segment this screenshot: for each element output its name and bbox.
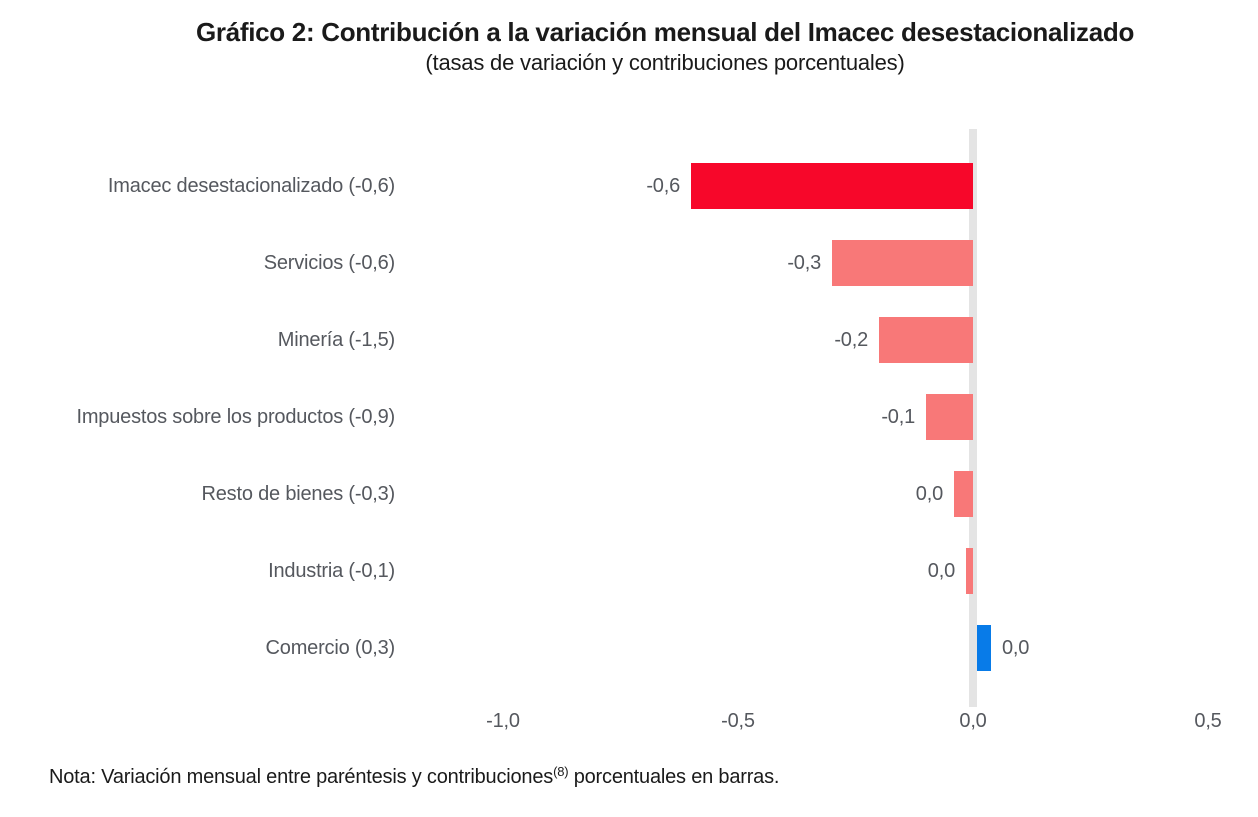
category-label: Comercio (0,3)	[265, 637, 396, 659]
category-label: Minería (-1,5)	[277, 329, 395, 351]
bar	[926, 394, 973, 440]
category-label: Impuestos sobre los productos (-0,9)	[76, 406, 395, 428]
footnote-text: Nota: Variación mensual entre paréntesis…	[49, 766, 554, 788]
value-label: -0,3	[787, 252, 821, 274]
chart-subtitle: (tasas de variación y contribuciones por…	[425, 50, 905, 75]
footnote-text-suffix: porcentuales en barras.	[568, 766, 780, 788]
footnote-superscript: (8)	[553, 764, 569, 779]
value-label: -0,6	[646, 175, 680, 197]
category-label: Resto de bienes (-0,3)	[201, 483, 396, 505]
value-label: -0,2	[834, 329, 868, 351]
bar	[879, 317, 973, 363]
value-label: -0,1	[881, 406, 915, 428]
category-label: Industria (-0,1)	[268, 560, 395, 582]
bar	[954, 471, 973, 517]
chart-header: Gráfico 2: Contribución a la variación m…	[72, 16, 1258, 78]
x-tick-label: -1,0	[486, 710, 520, 732]
x-tick-label: 0,5	[1194, 710, 1222, 732]
category-label: Imacec desestacionalizado (-0,6)	[107, 175, 395, 197]
x-tick-label: -0,5	[721, 710, 755, 732]
value-label: 0,0	[1002, 637, 1030, 659]
value-label: 0,0	[915, 483, 943, 505]
zero-axis-band	[969, 129, 977, 707]
bar	[977, 625, 991, 671]
chart-title: Gráfico 2: Contribución a la variación m…	[195, 17, 1135, 47]
bar	[832, 240, 973, 286]
category-label: Servicios (-0,6)	[263, 252, 395, 274]
x-tick-label: 0,0	[959, 710, 987, 732]
value-label: 0,0	[927, 560, 955, 582]
bar-chart-plot-area: Imacec desestacionalizado (-0,6) -0,6 Serv…	[0, 110, 1258, 765]
bar	[691, 163, 973, 209]
chart-footnote: Nota: Variación mensual entre paréntesis…	[49, 764, 780, 789]
bar	[966, 548, 973, 594]
